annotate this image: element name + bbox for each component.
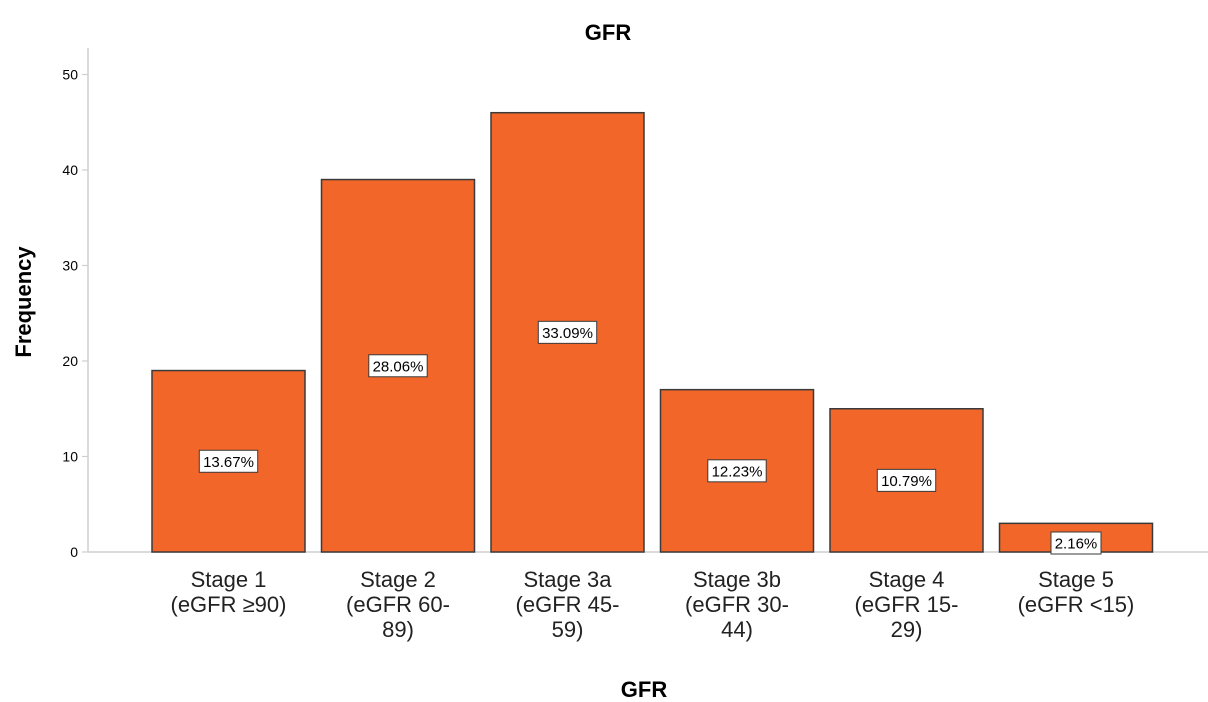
x-tick-label-line: (eGFR <15) bbox=[1018, 592, 1135, 617]
y-tick-label: 20 bbox=[62, 353, 78, 369]
x-tick-label: Stage 2 (eGFR 60-89) bbox=[346, 567, 450, 642]
x-ticks: Stage 1 (eGFR ≥90)Stage 2 (eGFR 60-89)Stag… bbox=[171, 567, 1135, 642]
x-tick-label: Stage 5 (eGFR <15) bbox=[1018, 567, 1135, 617]
data-label: 2.16% bbox=[1055, 536, 1098, 553]
data-label: 28.06% bbox=[373, 358, 424, 375]
data-label-box bbox=[1050, 531, 1102, 555]
x-tick-label: Stage 4 (eGFR 15-29) bbox=[855, 567, 959, 642]
x-tick-label-line: 59) bbox=[552, 617, 584, 642]
x-axis-title: GFR bbox=[621, 677, 668, 702]
x-tick-label: Stage 3a (eGFR 45-59) bbox=[516, 567, 620, 642]
y-tick-label: 40 bbox=[62, 162, 78, 178]
y-tick-label: 50 bbox=[62, 67, 78, 83]
data-label: 12.23% bbox=[712, 463, 763, 480]
x-tick-label-line: 89) bbox=[382, 617, 414, 642]
x-tick-label: Stage 1 (eGFR ≥90) bbox=[171, 567, 287, 617]
y-axis-title: Frequency bbox=[11, 246, 36, 358]
y-tick-label: 30 bbox=[62, 258, 78, 274]
x-tick-label-line: 44) bbox=[721, 617, 753, 642]
bars: 13.67% 28.06% 33.09% 12.23% 10.79% 2.16% bbox=[151, 111, 1154, 555]
x-tick-label-line: Stage 3a bbox=[523, 567, 612, 592]
x-tick-label-line: Stage 4 bbox=[869, 567, 945, 592]
x-tick-label-line: (eGFR 45- bbox=[516, 592, 620, 617]
x-tick-label-line: (eGFR 60- bbox=[346, 592, 450, 617]
data-label: 13.67% bbox=[203, 454, 254, 471]
x-tick-label: Stage 3b (eGFR 30-44) bbox=[685, 567, 789, 642]
chart-title: GFR bbox=[585, 20, 632, 45]
data-label-box bbox=[876, 468, 937, 492]
data-label: 33.09% bbox=[542, 325, 593, 342]
data-label: 10.79% bbox=[881, 473, 932, 490]
x-tick-label-line: Stage 2 bbox=[360, 567, 436, 592]
y-tick-label: 10 bbox=[62, 449, 78, 465]
x-tick-label-line: (eGFR 15- bbox=[855, 592, 959, 617]
y-ticks: 0 10 20 30 40 50 bbox=[62, 67, 88, 560]
data-label-box bbox=[368, 354, 428, 378]
data-label-box bbox=[537, 320, 598, 344]
x-tick-label-line: (eGFR 30- bbox=[685, 592, 789, 617]
x-tick-label-line: Stage 3b bbox=[693, 567, 781, 592]
x-tick-label-line: Stage 1 bbox=[191, 567, 267, 592]
data-label-box bbox=[198, 449, 259, 473]
data-label-box bbox=[707, 459, 767, 483]
y-tick-label: 0 bbox=[70, 544, 78, 560]
x-tick-label-line: Stage 5 bbox=[1038, 567, 1114, 592]
x-tick-label-line: 29) bbox=[891, 617, 923, 642]
x-tick-label-line: (eGFR ≥90) bbox=[171, 592, 287, 617]
